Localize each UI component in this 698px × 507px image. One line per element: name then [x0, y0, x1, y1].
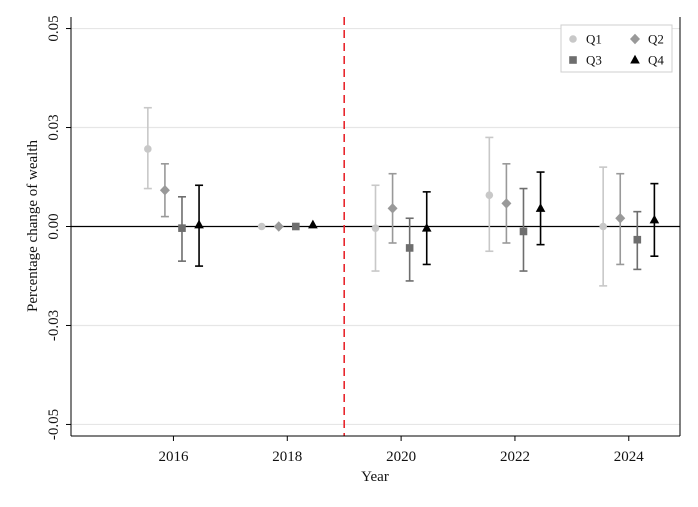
point-q1-2018: [257, 222, 266, 231]
y-tick-label-1: -0.03: [46, 310, 62, 341]
point-q1-2022: [485, 191, 494, 199]
y-axis-title: Percentage change of wealth: [25, 140, 41, 312]
legend-marker-q4: [630, 54, 640, 64]
y-tick-label-0: -0.05: [46, 409, 62, 440]
point-q1-2020: [371, 224, 380, 232]
axis-ticks: -0.05 -0.03 0.00 0.03 0.05 2016 2018 2020 2022 20…: [46, 15, 644, 465]
legend-label-q4: Q4: [648, 53, 664, 68]
point-q2-2018: [273, 221, 284, 232]
x-tick-label-0: 2016: [158, 449, 189, 465]
y-tick-label-3: 0.03: [46, 114, 62, 140]
legend-box: [560, 24, 673, 73]
point-q2-2020: [387, 203, 398, 214]
x-tick-label-2: 2020: [386, 449, 416, 465]
legend-label-q2: Q2: [648, 32, 664, 47]
y-tick-label-4: 0.05: [46, 15, 62, 41]
series-q2: [159, 163, 626, 266]
data-series: [143, 106, 660, 287]
x-tick-label-3: 2022: [500, 449, 530, 465]
point-q4-2016: [194, 219, 204, 229]
legend-marker-q1: [569, 35, 577, 43]
legend-label-q1: Q1: [586, 32, 602, 47]
point-q1-2024: [599, 222, 607, 231]
legend-label-q3: Q3: [586, 53, 602, 68]
point-q1-2016: [144, 145, 152, 153]
point-q4-2020: [421, 222, 432, 232]
point-q2-2022: [501, 198, 512, 209]
series-q1: [143, 106, 608, 287]
y-tick-label-2: 0.00: [46, 213, 62, 239]
legend-marker-q3: [569, 56, 577, 64]
point-q3-2022: [519, 227, 528, 236]
x-tick-label-4: 2024: [614, 449, 645, 465]
series-q3: [177, 187, 642, 282]
point-q3-2016: [178, 224, 186, 232]
x-tick-label-1: 2018: [272, 449, 302, 465]
legend: Q1 Q2 Q3 Q4: [560, 24, 673, 73]
series-q4: [194, 171, 660, 267]
point-q4-2024: [649, 214, 660, 224]
point-q3-2020: [405, 244, 414, 252]
point-q2-2024: [615, 213, 626, 224]
point-q2-2016: [159, 185, 170, 196]
legend-marker-q2: [630, 33, 640, 45]
point-q4-2018: [308, 219, 318, 229]
point-q3-2024: [633, 235, 642, 244]
point-q4-2022: [535, 203, 546, 212]
x-axis-title: Year: [361, 469, 389, 485]
point-q3-2018: [292, 222, 300, 231]
